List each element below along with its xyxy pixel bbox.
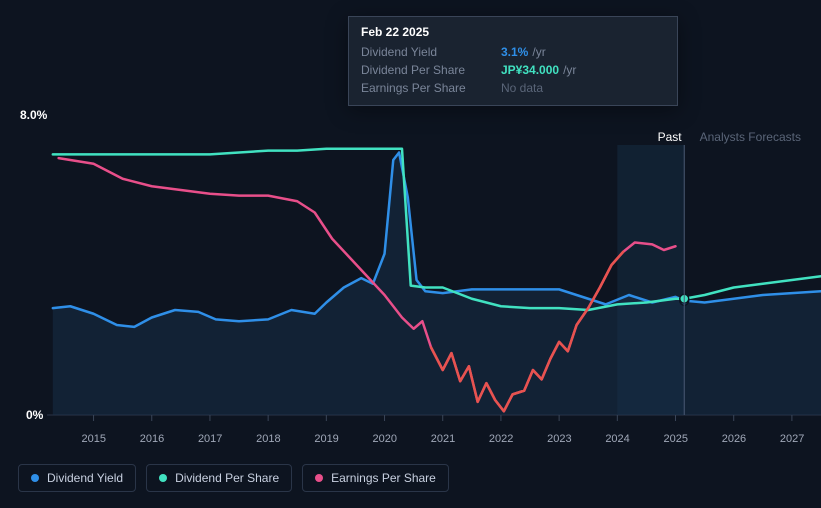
tooltip-label: Dividend Yield — [361, 45, 501, 59]
tooltip-label: Earnings Per Share — [361, 81, 501, 95]
x-tick: 2022 — [489, 433, 513, 445]
x-tick: 2025 — [664, 433, 688, 445]
legend-dividend-yield[interactable]: Dividend Yield — [18, 464, 136, 492]
x-tick: 2015 — [82, 433, 106, 445]
x-tick: 2023 — [547, 433, 571, 445]
tooltip-row: Dividend Per ShareJP¥34.000/yr — [361, 61, 665, 79]
x-tick: 2026 — [722, 433, 746, 445]
legend-label: Dividend Yield — [47, 471, 123, 485]
tooltip-date: Feb 22 2025 — [361, 25, 665, 39]
tooltip-label: Dividend Per Share — [361, 63, 501, 77]
legend-label: Earnings Per Share — [331, 471, 436, 485]
tooltip-suffix: /yr — [532, 45, 545, 59]
x-tick: 2016 — [140, 433, 164, 445]
legend-dot — [159, 474, 167, 482]
legend-dot — [315, 474, 323, 482]
chart-legend: Dividend Yield Dividend Per Share Earnin… — [18, 464, 449, 492]
tooltip-row: Earnings Per ShareNo data — [361, 79, 665, 97]
tab-past[interactable]: Past — [658, 130, 682, 144]
tooltip-value: JP¥34.000 — [501, 63, 559, 77]
x-tick: 2024 — [605, 433, 629, 445]
x-tick: 2018 — [256, 433, 280, 445]
x-tick: 2021 — [431, 433, 455, 445]
legend-dividend-per-share[interactable]: Dividend Per Share — [146, 464, 292, 492]
chart-tooltip: Feb 22 2025 Dividend Yield3.1%/yrDividen… — [348, 16, 678, 106]
tooltip-suffix: /yr — [563, 63, 576, 77]
x-tick: 2020 — [373, 433, 397, 445]
y-axis-min: 0% — [26, 408, 43, 422]
tooltip-value: 3.1% — [501, 45, 528, 59]
y-axis-max: 8.0% — [20, 108, 47, 122]
x-tick: 2017 — [198, 433, 222, 445]
legend-label: Dividend Per Share — [175, 471, 279, 485]
legend-earnings-per-share[interactable]: Earnings Per Share — [302, 464, 449, 492]
chart-tabs: Past Analysts Forecasts — [658, 130, 801, 144]
tab-forecasts[interactable]: Analysts Forecasts — [700, 130, 801, 144]
x-tick: 2019 — [314, 433, 338, 445]
tooltip-row: Dividend Yield3.1% /yr — [361, 43, 665, 61]
legend-dot — [31, 474, 39, 482]
chart-container: 8.0% 0% 2015 2016 2017 2018 2019 2020 2021 2022… — [0, 0, 821, 508]
tooltip-value: No data — [501, 81, 543, 95]
x-tick: 2027 — [780, 433, 804, 445]
